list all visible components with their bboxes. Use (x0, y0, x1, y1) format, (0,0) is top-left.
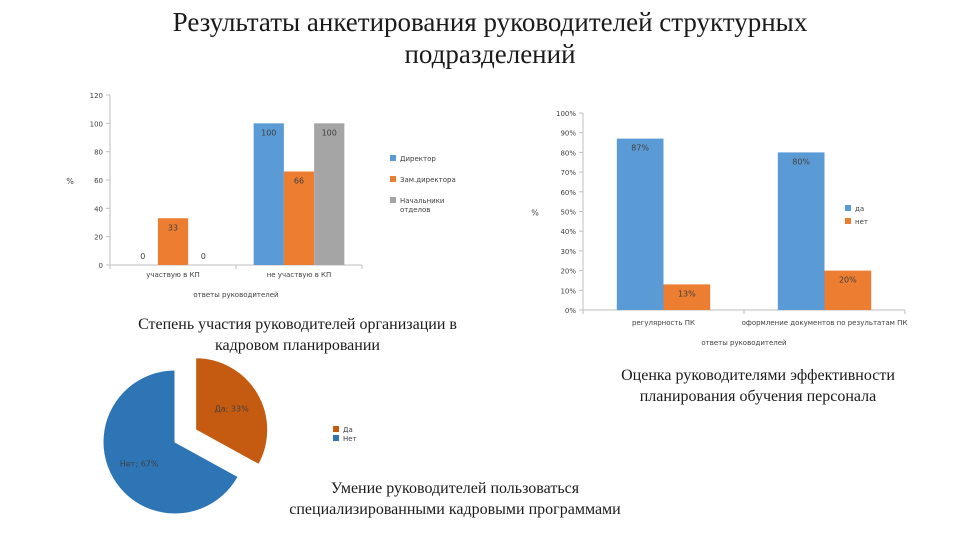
chart2-caption-line-2: планирования обучения персонала (639, 388, 877, 405)
c1-bar (283, 171, 315, 265)
c1-y-tick-label: 20 (94, 234, 103, 242)
c1-category-label: участвую в КП (146, 271, 199, 279)
chart1-caption-line-1: Степень участия руководителей организаци… (138, 316, 457, 333)
c2-legend-swatch (845, 218, 851, 224)
chart2-caption-line-1: Оценка руководителями эффективности (621, 367, 895, 384)
c2-y-tick-label: 30% (560, 248, 576, 256)
c2-y-tick-label: 80% (560, 149, 576, 157)
c1-legend-label: Начальники (400, 197, 444, 205)
c2-y-tick-label: 90% (560, 130, 576, 138)
chart3-caption: Умение руководителей пользоваться специа… (215, 478, 695, 520)
page-title-line-1: Результаты анкетирования руководителей с… (172, 7, 808, 37)
c2-y-tick-label: 50% (560, 209, 576, 217)
c1-data-label: 0 (201, 252, 206, 261)
c2-y-tick-label: 100% (556, 110, 576, 118)
c1-category-label: не участвую в КП (267, 271, 332, 279)
c1-y-tick-label: 120 (90, 92, 103, 100)
c1-data-label: 33 (168, 223, 178, 232)
c1-data-label: 100 (322, 128, 337, 137)
c2-y-axis-title: % (531, 209, 539, 218)
c1-data-label: 66 (294, 177, 304, 186)
c1-legend-label: Директор (400, 155, 436, 163)
c2-data-label: 20% (839, 276, 857, 285)
c2-data-label: 87% (631, 144, 649, 153)
c3-legend-swatch (333, 426, 339, 432)
c1-bar (314, 123, 345, 265)
c1-legend-label: Зам.директора (400, 176, 456, 184)
c2-x-axis-title: ответы руководителей (701, 339, 786, 347)
c2-y-tick-label: 40% (560, 228, 576, 236)
c2-y-tick-label: 20% (560, 268, 576, 276)
c2-legend-label: да (855, 205, 864, 213)
c1-data-label: 100 (261, 128, 276, 137)
c2-legend-swatch (845, 205, 851, 211)
c1-y-axis-title: % (66, 177, 74, 186)
c2-bar (616, 138, 664, 310)
page-title-line-2: подразделений (404, 39, 576, 69)
c2-bar (777, 152, 825, 310)
c3-slice-label: Да; 33% (215, 405, 250, 414)
c2-category-label: оформление документов по результатам ПК (742, 319, 908, 327)
c1-bar (157, 218, 189, 265)
c1-legend-swatch (390, 176, 396, 182)
c2-legend-label: нет (855, 218, 868, 226)
c3-legend-label: Да (343, 426, 353, 434)
c2-data-label: 13% (678, 289, 696, 298)
c1-y-tick-label: 100 (90, 120, 103, 128)
c2-y-tick-label: 0% (565, 307, 576, 315)
c3-slice-label: Нет; 67% (120, 459, 159, 468)
c1-bar (253, 123, 284, 265)
c3-legend-swatch (333, 435, 339, 441)
chart2-caption: Оценка руководителями эффективности план… (548, 365, 960, 407)
c3-legend-label: Нет (343, 435, 357, 443)
c3-pie-slice (102, 369, 239, 515)
page-title: Результаты анкетирования руководителей с… (0, 6, 960, 70)
c2-y-tick-label: 70% (560, 169, 576, 177)
c1-x-axis-title: ответы руководителей (193, 291, 278, 299)
c2-y-tick-label: 60% (560, 189, 576, 197)
c1-y-tick-label: 80 (94, 149, 103, 157)
chart1-caption-line-2: кадровом планировании (215, 337, 380, 354)
c2-y-tick-label: 10% (560, 287, 576, 295)
c2-data-label: 80% (792, 157, 810, 166)
c1-legend-label: отделов (400, 206, 430, 214)
c1-legend-swatch (390, 197, 396, 203)
c1-legend-swatch (390, 155, 396, 161)
c2-bar (663, 284, 711, 310)
c3-pie-slice (195, 357, 269, 466)
c1-y-tick-label: 0 (99, 262, 103, 270)
chart1-caption: Степень участия руководителей организаци… (85, 314, 510, 356)
c1-y-tick-label: 40 (94, 205, 103, 213)
c2-category-label: регулярность ПК (632, 319, 695, 327)
chart3-caption-line-2: специализированными кадровыми программам… (289, 501, 621, 518)
c1-y-tick-label: 60 (94, 177, 103, 185)
c1-data-label: 0 (140, 252, 145, 261)
chart3-caption-line-1: Умение руководителей пользоваться (330, 480, 580, 497)
c2-bar (824, 270, 872, 310)
